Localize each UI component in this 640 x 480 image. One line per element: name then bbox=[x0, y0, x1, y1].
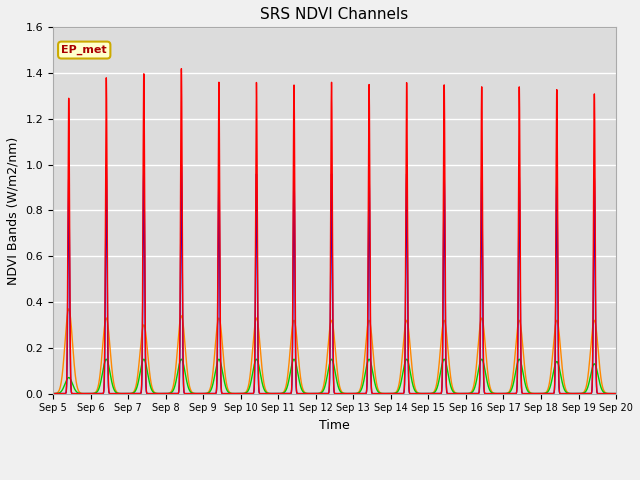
X-axis label: Time: Time bbox=[319, 419, 350, 432]
Title: SRS NDVI Channels: SRS NDVI Channels bbox=[260, 7, 409, 22]
Legend: NDVI_650in, NDVI_810in, NDVI_650out, NDVI_810out: NDVI_650in, NDVI_810in, NDVI_650out, NDV… bbox=[86, 478, 582, 480]
Y-axis label: NDVI Bands (W/m2/nm): NDVI Bands (W/m2/nm) bbox=[7, 136, 20, 285]
Text: EP_met: EP_met bbox=[61, 45, 107, 55]
